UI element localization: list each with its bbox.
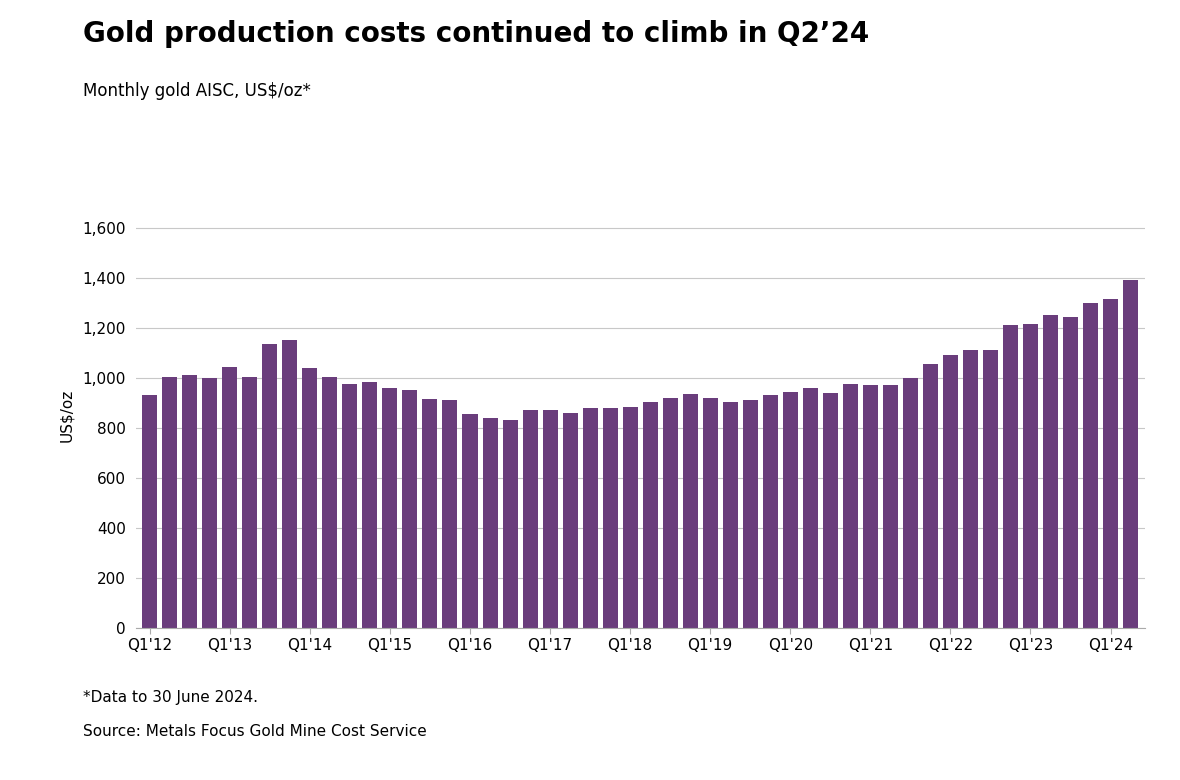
Bar [923,364,938,628]
Bar [402,390,418,628]
Bar [382,388,398,628]
Bar [422,399,438,628]
Bar [242,377,257,628]
Bar [802,388,818,628]
Bar [722,402,738,628]
Bar [143,395,157,628]
Bar [463,414,478,628]
Bar [543,410,558,628]
Bar [643,402,657,628]
Bar [503,420,518,628]
Text: Source: Metals Focus Gold Mine Cost Service: Source: Metals Focus Gold Mine Cost Serv… [83,724,426,739]
Bar [442,400,458,628]
Bar [1023,324,1038,628]
Bar [202,378,217,628]
Bar [822,393,838,628]
Bar [523,410,538,628]
Bar [342,384,358,628]
Bar [742,400,758,628]
Bar [1003,325,1018,628]
Bar [1063,317,1079,628]
Text: Monthly gold AISC, US$/oz*: Monthly gold AISC, US$/oz* [83,82,310,100]
Bar [162,377,177,628]
Bar [583,408,597,628]
Bar [943,356,958,628]
Bar [863,385,878,628]
Bar [603,408,617,628]
Bar [703,398,717,628]
Bar [1043,315,1058,628]
Bar [782,392,798,628]
Bar [963,350,978,628]
Bar [563,413,577,628]
Bar [983,350,998,628]
Bar [1083,303,1099,628]
Bar [663,398,677,628]
Bar [362,381,378,628]
Bar [262,344,277,628]
Bar [302,368,317,628]
Bar [1123,280,1138,628]
Bar [903,378,918,628]
Text: *Data to 30 June 2024.: *Data to 30 June 2024. [83,690,257,705]
Text: Gold production costs continued to climb in Q2’24: Gold production costs continued to climb… [83,20,868,48]
Bar [762,395,778,628]
Bar [322,377,337,628]
Y-axis label: US$/oz: US$/oz [59,388,74,442]
Bar [182,375,197,628]
Bar [683,394,697,628]
Bar [222,367,237,628]
Bar [1103,299,1119,628]
Bar [282,340,297,628]
Bar [883,385,898,628]
Bar [843,384,858,628]
Bar [623,406,637,628]
Bar [483,418,498,628]
